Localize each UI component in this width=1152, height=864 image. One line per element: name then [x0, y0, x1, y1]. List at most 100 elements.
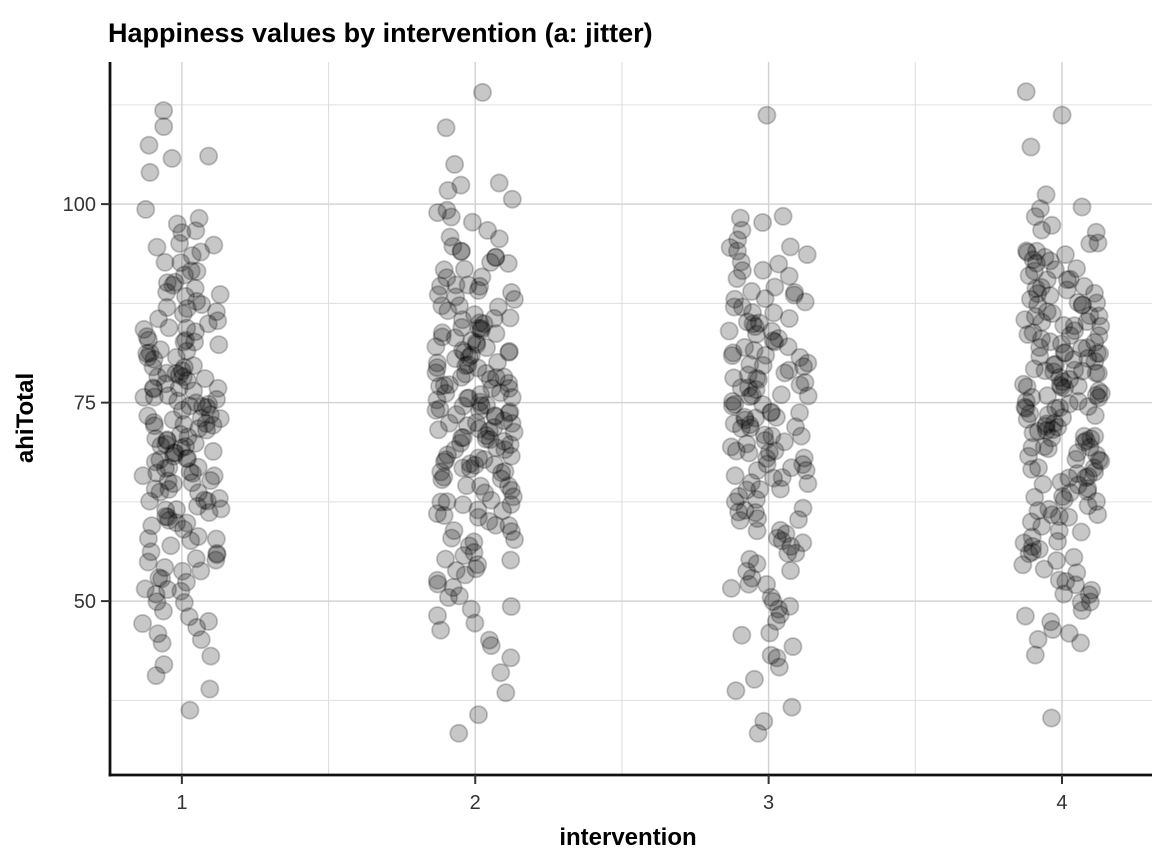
jitter-point [732, 261, 752, 281]
jitter-point [732, 625, 752, 645]
jitter-point [747, 521, 767, 541]
jitter-point [782, 697, 802, 717]
jitter-point [740, 415, 760, 435]
jitter-point [470, 276, 490, 296]
jitter-point [456, 356, 476, 376]
jitter-point [720, 238, 740, 258]
jitter-point [1068, 443, 1088, 463]
jitter-point [502, 413, 522, 433]
jitter-point [440, 227, 460, 247]
jitter-point [790, 403, 810, 423]
jitter-point [470, 401, 490, 421]
jitter-point [453, 495, 473, 515]
jitter-point [150, 450, 170, 470]
jitter-point [757, 105, 777, 125]
jitter-point [779, 308, 799, 328]
jitter-point [1023, 537, 1043, 557]
jitter-point [1085, 405, 1105, 425]
jitter-point [177, 298, 197, 318]
jitter-point [157, 431, 177, 451]
jitter-point [721, 578, 741, 598]
jitter-point [177, 449, 197, 469]
jitter-point [170, 424, 190, 444]
jitter-point [1053, 408, 1073, 428]
jitter-point [470, 313, 490, 333]
jitter-point [144, 416, 164, 436]
jitter-point [728, 241, 748, 261]
jitter-point [1060, 369, 1080, 389]
jitter-point [174, 414, 194, 434]
jitter-point [770, 605, 790, 625]
jitter-point [735, 500, 755, 520]
jitter-point [1078, 496, 1098, 516]
jitter-point [151, 436, 171, 456]
jitter-point [499, 516, 519, 536]
jitter-point [1068, 376, 1088, 396]
jitter-point [486, 367, 506, 387]
jitter-point [742, 385, 762, 405]
jitter-point [185, 433, 205, 453]
jitter-point [489, 229, 509, 249]
jitter-point [781, 536, 801, 556]
jitter-point [200, 679, 220, 699]
jitter-point [194, 490, 214, 510]
jitter-point [500, 435, 520, 455]
jitter-point [434, 452, 454, 472]
jitter-point [761, 645, 781, 665]
jitter-point [157, 297, 177, 317]
jitter-point [432, 323, 452, 343]
jitter-point [1024, 359, 1044, 379]
jitter-point [157, 282, 177, 302]
jitter-point [761, 402, 781, 422]
jitter-point [499, 403, 519, 423]
jitter-point [773, 206, 793, 226]
jitter-point [172, 223, 192, 243]
jitter-point [472, 267, 492, 287]
jitter-point [1080, 234, 1100, 254]
jitter-point [759, 442, 779, 462]
jitter-point [147, 463, 167, 483]
jitter-point [170, 233, 190, 253]
jitter-point [740, 354, 760, 374]
jitter-point [730, 208, 750, 228]
jitter-point [181, 261, 201, 281]
jitter-point [187, 261, 207, 281]
jitter-point [159, 479, 179, 499]
jitter-point [159, 318, 179, 338]
jitter-point [158, 471, 178, 491]
jitter-point [446, 275, 466, 295]
jitter-point [206, 550, 226, 570]
jitter-point [1057, 270, 1077, 290]
jitter-point [769, 657, 789, 677]
jitter-point [760, 623, 780, 643]
jitter-point [140, 343, 160, 363]
jitter-point [206, 389, 226, 409]
jitter-point [148, 309, 168, 329]
jitter-point [150, 340, 170, 360]
jitter-point [797, 245, 817, 265]
jitter-point [746, 408, 766, 428]
jitter-point [499, 373, 519, 393]
jitter-point [204, 235, 224, 255]
jitter-point [772, 531, 792, 551]
jitter-point [1029, 458, 1049, 478]
jitter-point [1040, 251, 1060, 271]
jitter-point [1087, 445, 1107, 465]
jitter-point [744, 669, 764, 689]
jitter-point [723, 343, 743, 363]
jitter-point [476, 338, 496, 358]
jitter-point [158, 507, 178, 527]
jitter-point [1042, 708, 1062, 728]
jitter-point [1028, 295, 1048, 315]
jitter-point [161, 536, 181, 556]
jitter-point [735, 337, 755, 357]
jitter-point [1066, 449, 1086, 469]
jitter-point [436, 450, 456, 470]
jitter-point [784, 285, 804, 305]
jitter-point [481, 636, 501, 656]
jitter-point [1055, 378, 1075, 398]
jitter-point [503, 487, 523, 507]
jitter-point [1054, 584, 1074, 604]
jitter-point [1038, 405, 1058, 425]
